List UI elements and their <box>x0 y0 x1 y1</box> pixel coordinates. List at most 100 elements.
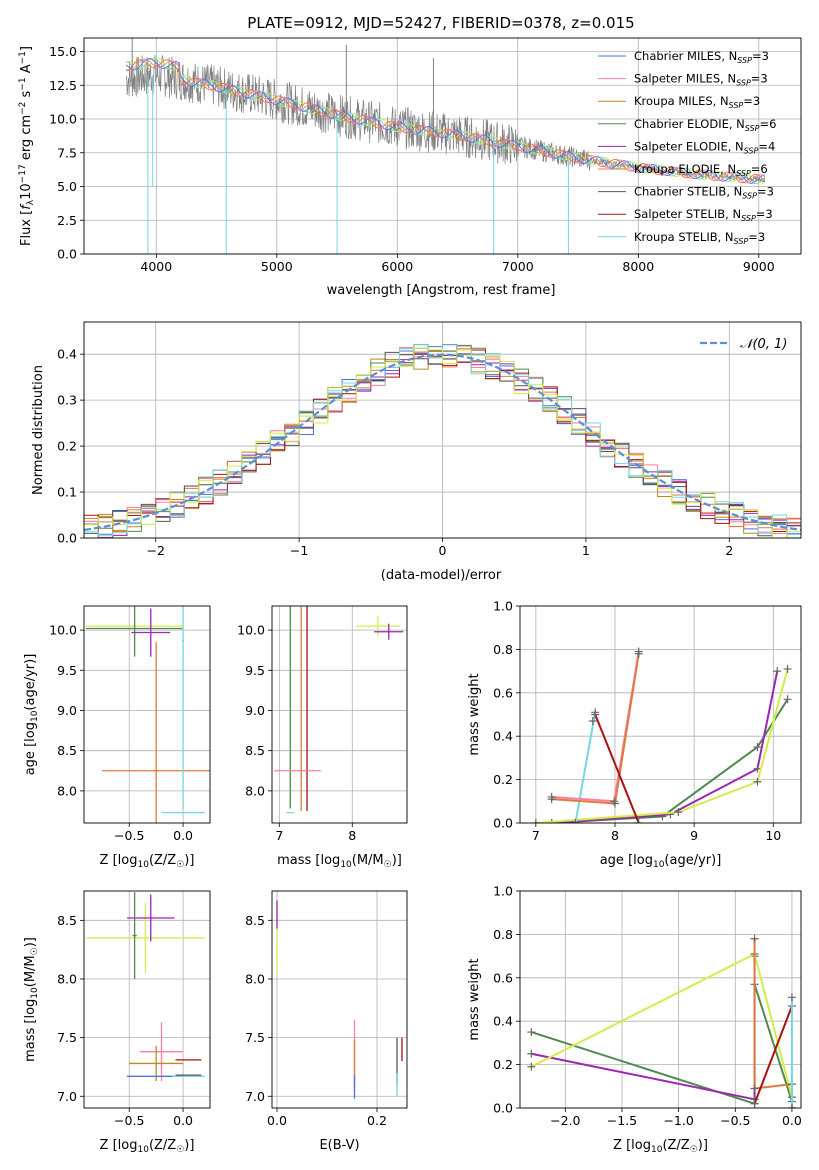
y-tick-label: 0.4 <box>493 729 513 744</box>
parameter-panels: −0.5 0.08.08.59.09.510.0Z [log10(Z/Z☉)]ag… <box>23 599 802 1156</box>
mass-vs-Z-marks <box>86 892 205 1082</box>
point-marker <box>588 717 597 726</box>
spectrum-xlabel: wavelength [Angstrom, rest frame] <box>327 283 556 298</box>
age-vs-Z-ylabel: age [log10(age/yr)] <box>23 654 40 776</box>
legend-label-tail: =6 <box>760 117 777 131</box>
residual-xlabel: (data-model)/error <box>381 568 502 583</box>
label-subscript: 10 <box>653 860 665 870</box>
legend-label-sub: SSP <box>736 79 751 88</box>
y-tick-label: 1.0 <box>493 599 513 614</box>
point-marker <box>547 795 556 804</box>
point-marker <box>753 743 762 752</box>
x-tick-label: 8 <box>611 828 619 843</box>
x-tick-label: 1 <box>582 543 590 558</box>
label-text: (age/yr)] <box>664 853 721 868</box>
label-text: )] <box>23 937 38 947</box>
y-tick-label: 0.1 <box>57 485 77 500</box>
legend-label: Salpeter STELIB, NSSP=3 <box>634 207 773 223</box>
age-vs-Z-panel: −0.5 0.08.08.59.09.510.0Z [log10(Z/Z☉)]ag… <box>23 605 211 870</box>
legend-label: Salpeter MILES, NSSP=3 <box>634 72 768 88</box>
legend-label-sub: SSP <box>741 214 756 223</box>
legend-label-main: Chabrier ELODIE, N <box>634 117 745 131</box>
x-tick-label: 9 <box>690 828 698 843</box>
y-tick-label: 8.0 <box>57 783 77 798</box>
age-vs-mass-marks <box>274 606 404 814</box>
mass-vs-EBV-marks <box>276 900 403 1099</box>
residual-ylabel: Normed distribution <box>31 365 46 495</box>
age-vs-mass-axes: 7 8 8.0 8.5 9.0 9.5 10.0 <box>237 606 407 843</box>
weight-line <box>551 651 640 803</box>
age-vs-Z-frame <box>83 605 211 824</box>
x-tick-label: 0.0 <box>173 828 193 843</box>
massweight-vs-Z-xlabel: Z [log10(Z/Z☉)] <box>613 1138 708 1155</box>
y-tick-label: 5.0 <box>57 179 77 194</box>
legend-label-tail: =3 <box>748 230 765 244</box>
y-tick-label: 8.0 <box>245 971 265 986</box>
label-text: (Z/Z <box>149 1138 176 1153</box>
weight-line <box>574 712 597 823</box>
legend-entry: Chabrier MILES, NSSP=3 <box>598 49 769 65</box>
y-tick-label: 8.5 <box>57 913 77 928</box>
point-marker <box>773 667 782 676</box>
model-spectrum <box>126 59 766 184</box>
legend-label: Chabrier STELIB, NSSP=3 <box>634 185 774 201</box>
legend-label-sub: SSP <box>734 237 749 246</box>
mass-vs-Z-ylabel: mass [log10(M/M☉)] <box>23 937 40 1062</box>
spectrum-title: PLATE=0912, MJD=52427, FIBERID=0378, z=0… <box>247 14 634 32</box>
y-tick-label: 10.0 <box>49 112 77 127</box>
point-marker <box>527 1028 536 1037</box>
label-text: Z [log <box>100 853 138 868</box>
mass-vs-Z-xlabel: Z [log10(Z/Z☉)] <box>100 1138 195 1155</box>
y-tick-label: 7.5 <box>245 1030 265 1045</box>
y-tick-label: 7.0 <box>57 1089 77 1104</box>
point-marker <box>591 710 600 719</box>
legend-entry: Kroupa ELODIE, NSSP=6 <box>598 162 768 178</box>
massweight-vs-age-marks <box>531 647 792 823</box>
y-tick-label: 0.8 <box>493 642 513 657</box>
weight-line <box>551 670 779 823</box>
legend-label-main: Chabrier STELIB, N <box>634 185 742 199</box>
legend-label-sub: SSP <box>737 56 752 65</box>
point-marker <box>750 1099 759 1108</box>
y-tick-label: 0.2 <box>493 1057 513 1072</box>
y-tick-label: 0.6 <box>493 685 513 700</box>
y-tick-label: 7.0 <box>245 1089 265 1104</box>
label-text: )] <box>184 853 194 868</box>
y-tick-label: 0.2 <box>493 772 513 787</box>
y-tick-label: 15.0 <box>49 44 77 59</box>
y-tick-label: 0.0 <box>57 531 77 546</box>
y-tick-label: 0.6 <box>493 970 513 985</box>
point-marker <box>531 819 540 823</box>
y-tick-label: 10.0 <box>237 623 265 638</box>
x-tick-label: −1.5 <box>607 1113 637 1128</box>
legend-label: 𝒩(0, 1) <box>740 337 787 352</box>
weight-line <box>594 714 640 823</box>
legend-label-sub: SSP <box>742 192 757 201</box>
x-tick-label: 0.0 <box>173 1113 193 1128</box>
point-marker <box>571 819 580 823</box>
label-text: (M/M <box>23 955 38 987</box>
y-tick-label: 0.4 <box>57 347 77 362</box>
legend-label-tail: =3 <box>757 185 774 199</box>
point-marker <box>750 1084 759 1093</box>
legend-label-sub: SSP <box>745 124 760 133</box>
legend-label-tail: =6 <box>751 162 768 176</box>
label-text: (M/M <box>352 853 384 868</box>
point-marker <box>787 993 796 1002</box>
y-tick-label: 7.5 <box>57 145 77 160</box>
y-tick-label: 9.5 <box>245 663 265 678</box>
mass-vs-Z-frame <box>83 890 211 1109</box>
age-vs-mass-frame <box>271 605 408 824</box>
model-spectrum <box>125 58 765 184</box>
point-marker <box>634 649 643 658</box>
y-tick-label: 12.5 <box>49 78 77 93</box>
label-subscript: 10 <box>30 987 40 999</box>
age-vs-Z-marks <box>86 606 210 823</box>
x-tick-label: −1.0 <box>663 1113 693 1128</box>
label-subscript: ☉ <box>384 860 392 870</box>
weight-line <box>535 668 789 823</box>
age-vs-mass-panel: 7 8 8.0 8.5 9.0 9.5 10.0 mass [log10(M/M☉)] <box>237 605 408 870</box>
label-text: mass [log <box>277 853 340 868</box>
label-subscript: 10 <box>137 860 149 870</box>
x-tick-label: 8 <box>348 828 356 843</box>
